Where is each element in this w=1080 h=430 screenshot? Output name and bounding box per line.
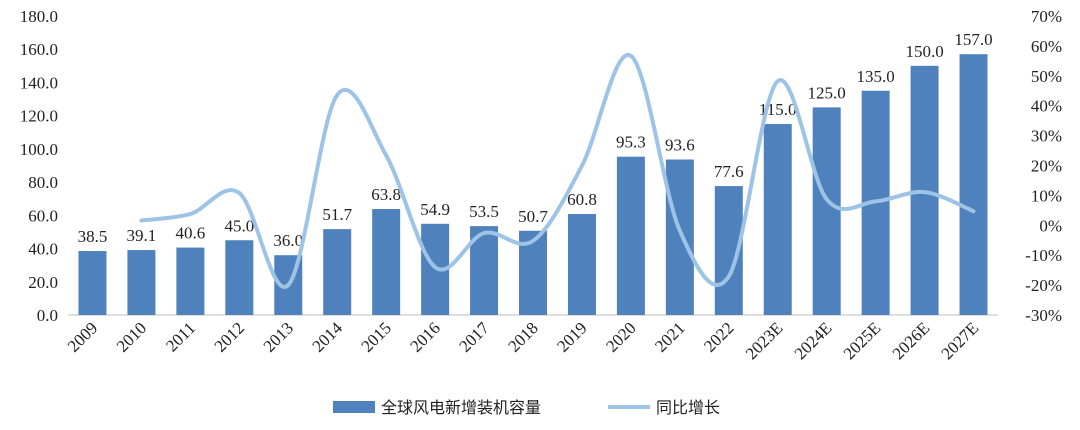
bar — [665, 159, 694, 315]
y-right-tick-label: 10% — [1031, 186, 1062, 205]
bar-data-label: 77.6 — [714, 162, 744, 181]
bar — [78, 251, 107, 315]
x-tick-label: 2024E — [791, 318, 836, 363]
bar — [372, 209, 401, 315]
bar-data-label: 38.5 — [78, 227, 108, 246]
bar-data-label: 39.1 — [127, 226, 157, 245]
x-tick-label: 2013 — [260, 318, 297, 355]
bar — [763, 123, 792, 315]
y-right-tick-label: 70% — [1031, 7, 1062, 26]
growth-line — [139, 52, 976, 289]
bar-data-label: 53.5 — [469, 202, 499, 221]
legend-swatch-bar — [333, 401, 375, 413]
y-right-tick-label: 50% — [1031, 67, 1062, 86]
bar-data-label: 135.0 — [857, 67, 895, 86]
y-right-tick-label: 20% — [1031, 157, 1062, 176]
y-left-tick-label: 0.0 — [37, 306, 58, 325]
bar-data-label: 150.0 — [905, 42, 943, 61]
bar — [323, 229, 352, 315]
y-left-tick-label: 140.0 — [20, 73, 58, 92]
x-tick-label: 2010 — [113, 318, 150, 355]
x-tick-label: 2025E — [840, 318, 885, 363]
bar — [127, 250, 156, 315]
x-tick-label: 2026E — [889, 318, 934, 363]
x-tick-label: 2016 — [406, 318, 443, 355]
bar-data-label: 93.6 — [665, 136, 695, 155]
bar — [812, 107, 841, 315]
legend-label-line: 同比增长 — [656, 398, 720, 417]
y-left-tick-label: 40.0 — [28, 240, 58, 259]
bar-data-label: 125.0 — [808, 83, 846, 102]
bar-data-label: 40.6 — [175, 224, 205, 243]
y-right-tick-label: 40% — [1031, 97, 1062, 116]
y-right-tick-label: 0% — [1039, 216, 1062, 235]
legend-label-bar: 全球风电新增装机容量 — [381, 398, 541, 417]
bar — [959, 54, 988, 315]
x-tick-label: 2009 — [64, 318, 101, 355]
x-tick-label: 2014 — [309, 318, 347, 356]
bar-data-label: 63.8 — [371, 185, 401, 204]
x-tick-label: 2020 — [602, 318, 639, 355]
y-left-tick-label: 160.0 — [20, 40, 58, 59]
bar-data-label: 45.0 — [224, 216, 254, 235]
bar-data-label: 36.0 — [273, 231, 303, 250]
bar — [225, 240, 254, 315]
x-tick-label: 2021 — [651, 318, 688, 355]
x-tick-label: 2019 — [553, 318, 590, 355]
y-right-tick-label: 30% — [1031, 127, 1062, 146]
x-tick-label: 2011 — [162, 318, 199, 355]
x-tick-label: 2027E — [938, 318, 983, 363]
y-left-tick-label: 180.0 — [20, 7, 58, 26]
bar-data-label: 157.0 — [954, 30, 992, 49]
y-right-tick-label: -30% — [1025, 306, 1062, 325]
x-tick-label: 2022 — [700, 318, 737, 355]
y-left-tick-label: 80.0 — [28, 173, 58, 192]
bar-data-label: 60.8 — [567, 190, 597, 209]
x-tick-label: 2023E — [742, 318, 787, 363]
y-left-tick-label: 120.0 — [20, 107, 58, 126]
x-tick-label: 2012 — [211, 318, 248, 355]
x-tick-label: 2018 — [504, 318, 541, 355]
bar-data-label: 50.7 — [518, 207, 548, 226]
x-tick-label: 2015 — [358, 318, 395, 355]
bar — [176, 247, 205, 315]
bar-data-label: 54.9 — [420, 200, 450, 219]
legend: 全球风电新增装机容量 同比增长 — [333, 398, 720, 417]
y-right-tick-label: 60% — [1031, 37, 1062, 56]
bar — [567, 214, 596, 315]
y-left-tick-label: 100.0 — [20, 140, 58, 159]
y-left-tick-label: 20.0 — [28, 273, 58, 292]
bar — [616, 156, 645, 315]
y-right-tick-label: -10% — [1025, 246, 1062, 265]
plot-area: 0.0 20.0 40.0 60.0 80.0 100.0 120.0 140.0 160.0 1… — [20, 7, 1062, 363]
x-tick-label: 2017 — [455, 318, 493, 356]
y-right-tick-label: -20% — [1025, 276, 1062, 295]
bar-data-label: 95.3 — [616, 133, 646, 152]
bar-data-label: 51.7 — [322, 205, 352, 224]
y-left-tick-label: 60.0 — [28, 206, 58, 225]
